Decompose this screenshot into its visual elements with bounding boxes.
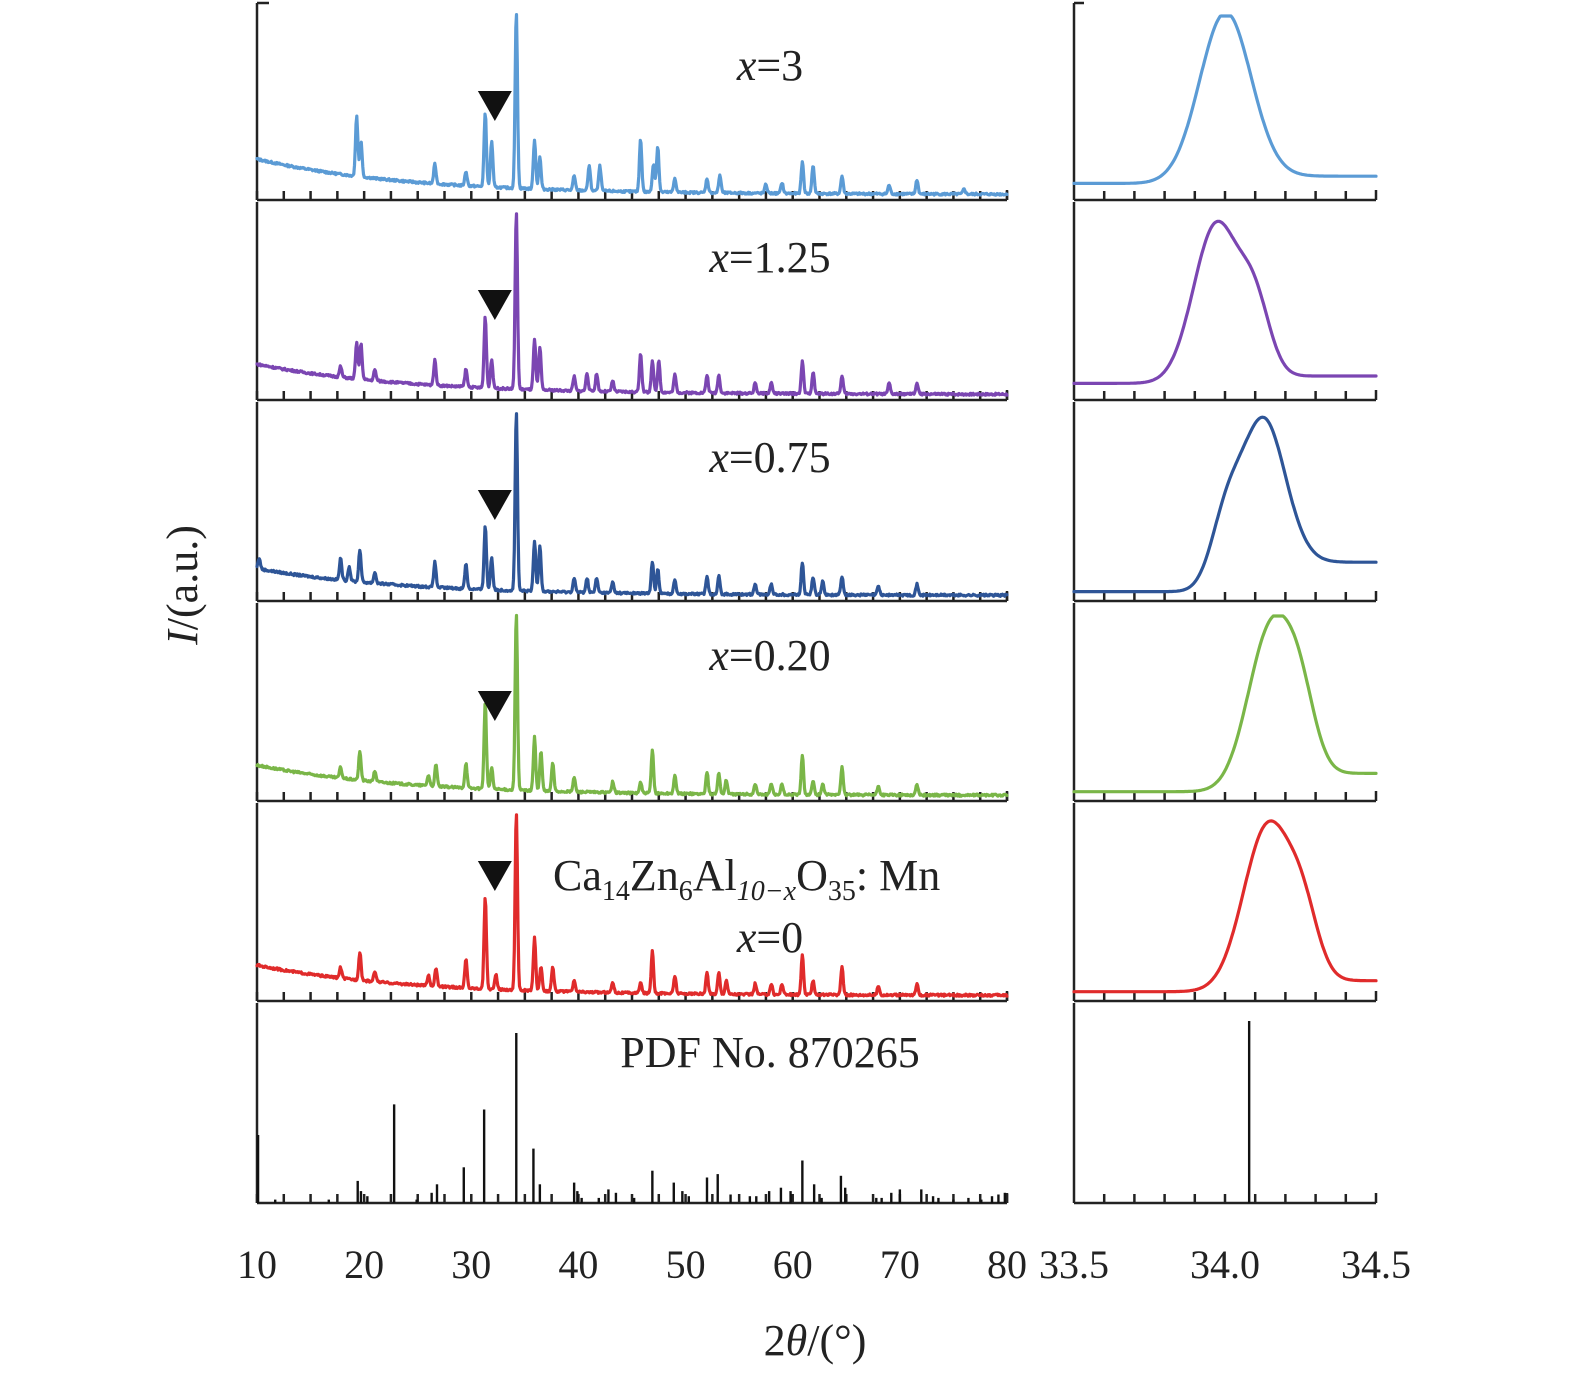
series-5-label: x=0: [736, 913, 803, 962]
series-5-zoom-trace: [1072, 819, 1378, 994]
series-3-label: x=0.75: [708, 433, 830, 482]
main-xtick-label-70: 70: [880, 1242, 920, 1287]
series-5-trace: [255, 813, 1009, 998]
series-1-label: x=3: [736, 41, 803, 90]
series-4-marker: [477, 691, 512, 721]
main-xtick-label-10: 10: [237, 1242, 277, 1287]
zoom-xtick-label-33.5: 33.5: [1039, 1242, 1109, 1287]
series-2-trace: [255, 212, 1009, 397]
main-xtick-label-60: 60: [773, 1242, 813, 1287]
series-4-zoom-trace: [1072, 614, 1378, 794]
zoom-xtick-label-34.5: 34.5: [1341, 1242, 1411, 1287]
series-2-marker: [477, 290, 512, 320]
series-1-trace: [255, 13, 1009, 197]
series-4-label: x=0.20: [708, 631, 830, 680]
main-xtick-label-40: 40: [558, 1242, 598, 1287]
x-axis-label: 2θ/(°): [764, 1316, 867, 1365]
zoom-xtick-label-34.0: 34.0: [1190, 1242, 1260, 1287]
main-xtick-label-80: 80: [987, 1242, 1027, 1287]
series-1-zoom-trace: [1072, 14, 1378, 185]
series-1-marker: [477, 91, 512, 121]
compound-label: Ca14Zn6Al10−xO35: Mn: [553, 851, 940, 907]
series-4-trace: [255, 613, 1009, 798]
series-2-zoom-trace: [1072, 219, 1378, 385]
series-3-trace: [255, 412, 1009, 598]
panels: x=3 x=1.25 x=0.75 x=0.20 x=0 10 20 30 40 50 60 70 80…: [237, 1, 1411, 1287]
reference-label: PDF No. 870265: [620, 1028, 920, 1077]
main-xtick-label-20: 20: [344, 1242, 384, 1287]
series-5-marker: [477, 861, 512, 891]
series-3-zoom-trace: [1072, 415, 1378, 594]
main-xtick-label-30: 30: [451, 1242, 491, 1287]
y-axis-label: I/(a.u.): [158, 525, 207, 646]
main-xtick-label-50: 50: [666, 1242, 706, 1287]
series-2-label: x=1.25: [708, 233, 830, 282]
series-3-marker: [477, 490, 512, 520]
